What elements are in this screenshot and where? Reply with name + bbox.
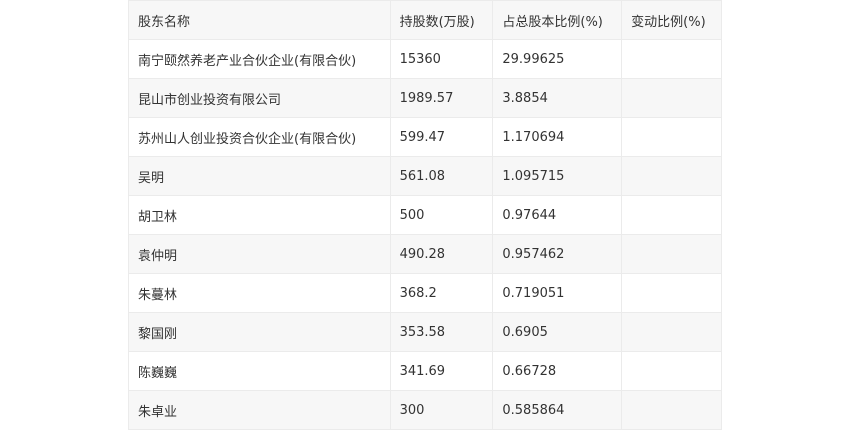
cell-share-ratio: 29.99625 xyxy=(492,39,623,79)
cell-change-ratio xyxy=(621,312,722,352)
header-shares-held: 持股数(万股) xyxy=(389,0,494,40)
cell-shares-held: 490.28 xyxy=(389,234,494,274)
cell-shareholder-name: 苏州山人创业投资合伙企业(有限合伙) xyxy=(128,117,391,157)
table-row: 陈巍巍 341.69 0.66728 xyxy=(128,351,722,391)
cell-shareholder-name: 朱卓业 xyxy=(128,390,391,430)
cell-shares-held: 1989.57 xyxy=(389,78,494,118)
cell-change-ratio xyxy=(621,195,722,235)
cell-shares-held: 341.69 xyxy=(389,351,494,391)
header-change-ratio: 变动比例(%) xyxy=(621,0,722,40)
cell-change-ratio xyxy=(621,234,722,274)
header-shareholder-name: 股东名称 xyxy=(128,0,391,40)
cell-shares-held: 500 xyxy=(389,195,494,235)
cell-shareholder-name: 昆山市创业投资有限公司 xyxy=(128,78,391,118)
cell-change-ratio xyxy=(621,39,722,79)
table-row: 袁仲明 490.28 0.957462 xyxy=(128,234,722,274)
cell-shareholder-name: 黎国刚 xyxy=(128,312,391,352)
cell-shares-held: 561.08 xyxy=(389,156,494,196)
cell-share-ratio: 0.97644 xyxy=(492,195,623,235)
cell-share-ratio: 0.719051 xyxy=(492,273,623,313)
table-row: 南宁颐然养老产业合伙企业(有限合伙) 15360 29.99625 xyxy=(128,39,722,79)
cell-shares-held: 599.47 xyxy=(389,117,494,157)
table-row: 胡卫林 500 0.97644 xyxy=(128,195,722,235)
shareholder-table: 股东名称 持股数(万股) 占总股本比例(%) 变动比例(%) 南宁颐然养老产业合… xyxy=(128,0,722,430)
table-row: 朱卓业 300 0.585864 xyxy=(128,390,722,430)
table-row: 昆山市创业投资有限公司 1989.57 3.8854 xyxy=(128,78,722,118)
cell-shareholder-name: 南宁颐然养老产业合伙企业(有限合伙) xyxy=(128,39,391,79)
cell-shareholder-name: 胡卫林 xyxy=(128,195,391,235)
cell-shares-held: 15360 xyxy=(389,39,494,79)
cell-shareholder-name: 袁仲明 xyxy=(128,234,391,274)
cell-share-ratio: 0.585864 xyxy=(492,390,623,430)
cell-change-ratio xyxy=(621,78,722,118)
cell-shares-held: 353.58 xyxy=(389,312,494,352)
cell-share-ratio: 0.957462 xyxy=(492,234,623,274)
table-row: 黎国刚 353.58 0.6905 xyxy=(128,312,722,352)
cell-shareholder-name: 陈巍巍 xyxy=(128,351,391,391)
table-header-row: 股东名称 持股数(万股) 占总股本比例(%) 变动比例(%) xyxy=(128,0,722,40)
cell-share-ratio: 1.095715 xyxy=(492,156,623,196)
cell-share-ratio: 0.66728 xyxy=(492,351,623,391)
table-row: 朱蔓林 368.2 0.719051 xyxy=(128,273,722,313)
cell-share-ratio: 1.170694 xyxy=(492,117,623,157)
cell-shares-held: 368.2 xyxy=(389,273,494,313)
cell-change-ratio xyxy=(621,156,722,196)
cell-change-ratio xyxy=(621,273,722,313)
table-row: 苏州山人创业投资合伙企业(有限合伙) 599.47 1.170694 xyxy=(128,117,722,157)
cell-change-ratio xyxy=(621,390,722,430)
cell-change-ratio xyxy=(621,117,722,157)
header-share-ratio: 占总股本比例(%) xyxy=(492,0,623,40)
cell-share-ratio: 3.8854 xyxy=(492,78,623,118)
table-row: 吴明 561.08 1.095715 xyxy=(128,156,722,196)
cell-shares-held: 300 xyxy=(389,390,494,430)
cell-shareholder-name: 朱蔓林 xyxy=(128,273,391,313)
cell-share-ratio: 0.6905 xyxy=(492,312,623,352)
cell-change-ratio xyxy=(621,351,722,391)
cell-shareholder-name: 吴明 xyxy=(128,156,391,196)
